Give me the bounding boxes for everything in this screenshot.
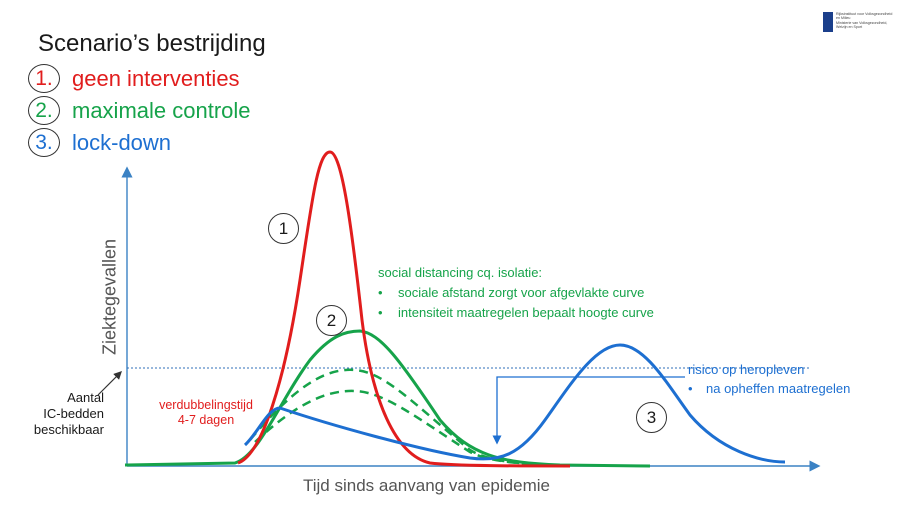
doubling-time-annotation: verdubbelingstijd 4-7 dagen — [142, 398, 270, 428]
logo-line-2: en Milieu — [836, 16, 851, 21]
red-curve — [237, 150, 571, 468]
ic-beds-line-2: IC-bedden — [43, 406, 104, 421]
blue-curve — [243, 343, 786, 464]
curve-marker-1: 1 — [268, 213, 299, 244]
logo-line-1: Rijksinstituut voor Volksgezondheid — [836, 12, 893, 16]
logo-line-4: Welzijn en Sport — [836, 25, 863, 30]
y-axis-label: Ziektegevallen — [99, 238, 120, 356]
scenario-2-number: 2. — [28, 96, 60, 125]
curve-marker-2: 2 — [316, 305, 347, 336]
scenario-1-label: geen interventies — [72, 65, 240, 91]
ic-beds-line-1: Aantal — [67, 390, 104, 405]
doubling-time-line-1: verdubbelingstijd — [159, 398, 253, 412]
green-curve-dashed-low — [254, 389, 561, 467]
rijksoverheid-logo-icon — [823, 12, 833, 32]
ic-beds-label: Aantal IC-bedden beschikbaar — [12, 390, 104, 438]
social-distancing-annotation: social distancing cq. isolatie: sociale … — [378, 263, 654, 323]
scenario-1: 1. geen interventies — [28, 64, 240, 93]
scenario-3-number: 3. — [28, 128, 60, 157]
resurgence-bullet-1: na opheffen maatregelen — [688, 379, 850, 398]
logo-line-3: Ministerie van Volksgezondheid, — [836, 20, 888, 25]
slide-title: Scenario’s bestrijding — [38, 30, 266, 57]
resurgence-annotation: risico op heropleven na opheffen maatreg… — [688, 360, 850, 398]
scenario-2-label: maximale controle — [72, 97, 251, 123]
lift-measures-arrow — [492, 376, 685, 445]
scenario-2: 2. maximale controle — [28, 96, 251, 125]
x-axis-label: Tijd sinds aanvang van epidemie — [303, 476, 550, 495]
rivm-logo: Rijksinstituut voor Volksgezondheid en M… — [823, 12, 898, 32]
ic-pointer-arrow — [97, 371, 122, 396]
curve-marker-3: 3 — [636, 402, 667, 433]
scenario-3: 3. lock-down — [28, 128, 171, 157]
social-distancing-bullet-2: intensiteit maatregelen bepaalt hoogte c… — [378, 303, 654, 323]
scenario-3-label: lock-down — [72, 129, 172, 155]
social-distancing-heading: social distancing cq. isolatie: — [378, 265, 543, 280]
resurgence-heading: risico op heropleven — [688, 362, 805, 377]
logo-text: Rijksinstituut voor Volksgezondheid en M… — [836, 12, 898, 30]
doubling-time-line-2: 4-7 dagen — [177, 413, 235, 427]
ic-beds-line-3: beschikbaar — [33, 422, 104, 437]
scenario-1-number: 1. — [28, 64, 60, 93]
social-distancing-bullet-1: sociale afstand zorgt voor afgevlakte cu… — [378, 283, 654, 303]
